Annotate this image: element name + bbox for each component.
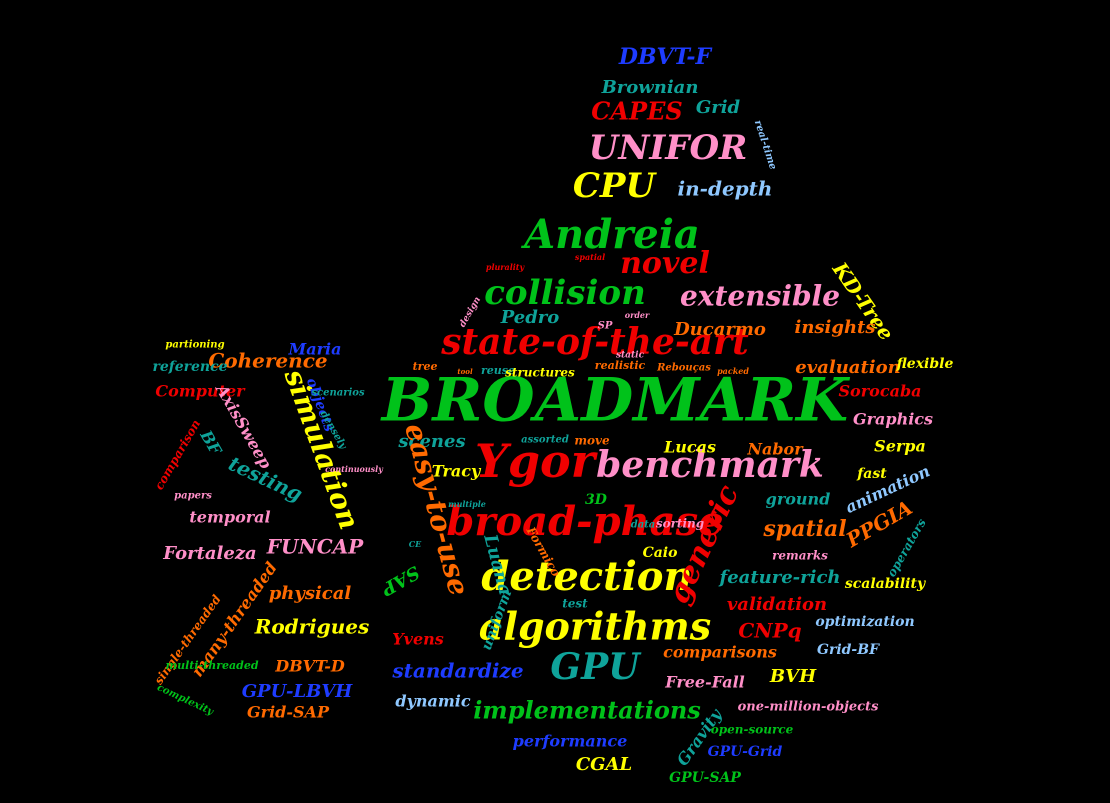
- cloud-word: scenes: [397, 431, 465, 452]
- cloud-word: spatial: [575, 252, 605, 262]
- cloud-word: Pedro: [500, 307, 560, 328]
- cloud-word: multiple: [448, 499, 486, 509]
- cloud-word: state-of-the-art: [440, 321, 749, 363]
- cloud-word: sorting: [656, 517, 704, 531]
- cloud-word: Tracy: [432, 462, 482, 481]
- cloud-word: data: [631, 520, 656, 531]
- cloud-word: DBVT-D: [274, 657, 345, 676]
- cloud-word: move: [574, 434, 610, 448]
- cloud-word: structures: [505, 366, 575, 380]
- cloud-word: scalability: [845, 576, 926, 592]
- cloud-word: Maria: [288, 340, 342, 359]
- cloud-word: broad-phase: [446, 498, 723, 545]
- cloud-word: packed: [717, 366, 749, 376]
- cloud-word: SP: [598, 321, 613, 332]
- cloud-word: Grid: [696, 97, 741, 118]
- cloud-word: tree: [413, 360, 438, 373]
- cloud-word: GPU-LBVH: [242, 681, 354, 702]
- cloud-word: spatial: [762, 516, 846, 542]
- cloud-word: Serpa: [874, 437, 926, 456]
- cloud-word: multi-threaded: [165, 659, 258, 672]
- cloud-word: Ygor: [475, 434, 599, 488]
- cloud-word: CNPq: [738, 619, 801, 643]
- cloud-word: insights: [794, 317, 875, 338]
- cloud-word: comparisons: [663, 643, 777, 662]
- cloud-word: BVH: [769, 666, 817, 687]
- cloud-word: CAPES: [591, 97, 682, 126]
- cloud-word: dynamic: [395, 692, 470, 711]
- cloud-word: Grid-SAP: [247, 703, 330, 722]
- cloud-word: Yvens: [392, 630, 444, 649]
- cloud-word: Fortaleza: [162, 543, 256, 564]
- cloud-word: test: [562, 597, 588, 611]
- cloud-word: CGAL: [576, 754, 632, 775]
- cloud-word: GPU-SAP: [669, 770, 741, 786]
- cloud-word: Ducarmo: [673, 319, 766, 340]
- cloud-word: novel: [620, 246, 710, 281]
- cloud-word: remarks: [772, 549, 828, 563]
- cloud-word: Nabor: [746, 440, 804, 459]
- cloud-word: DBVT-F: [618, 44, 713, 70]
- cloud-word: performance: [513, 732, 628, 751]
- cloud-word: assorted: [521, 435, 569, 446]
- cloud-word: standardize: [391, 659, 523, 683]
- cloud-word: detection: [481, 553, 692, 600]
- cloud-word: reference: [152, 359, 227, 375]
- cloud-word: physical: [269, 583, 352, 604]
- cloud-word: one-million-objects: [738, 700, 879, 715]
- cloud-word: optimization: [815, 614, 914, 630]
- cloud-word: order: [625, 310, 650, 320]
- cloud-word: Caio: [643, 545, 678, 561]
- cloud-word: GPU: [550, 646, 642, 688]
- cloud-word: papers: [174, 491, 212, 502]
- cloud-word: in-depth: [678, 177, 773, 201]
- cloud-word: collision: [484, 273, 646, 313]
- cloud-word: Brownian: [601, 77, 699, 98]
- cloud-word: Computer: [155, 382, 246, 401]
- cloud-word: Graphics: [853, 410, 933, 429]
- cloud-word: extensible: [680, 280, 840, 313]
- cloud-word: 3D: [585, 492, 608, 508]
- cloud-word: reuse: [481, 364, 515, 377]
- cloud-word: ground: [766, 490, 831, 509]
- cloud-word: CE: [409, 539, 422, 549]
- cloud-word: FUNCAP: [266, 535, 364, 559]
- cloud-word: comparison: [152, 417, 203, 492]
- cloud-word: tool: [457, 367, 473, 376]
- cloud-word: algorithms: [479, 604, 711, 649]
- cloud-word: CPU: [573, 166, 658, 206]
- cloud-word: Sorocaba: [839, 382, 922, 401]
- cloud-word: realistic: [595, 359, 646, 372]
- cloud-word: implementations: [473, 696, 701, 725]
- cloud-word: BROADMARK: [380, 366, 851, 436]
- cloud-word: Andreia: [520, 211, 700, 258]
- cloud-word: Free-Fall: [664, 673, 745, 692]
- cloud-word: temporal: [189, 508, 270, 527]
- cloud-word: complexity: [155, 682, 216, 718]
- cloud-word: validation: [727, 594, 827, 615]
- cloud-word: evaluation: [795, 357, 900, 378]
- cloud-word: scenarios: [311, 388, 365, 399]
- cloud-word: UNIFOR: [589, 128, 748, 168]
- cloud-word: Rodrigues: [254, 615, 370, 639]
- cloud-word: Coherence: [208, 349, 327, 373]
- cloud-word: feature-rich: [717, 567, 840, 588]
- cloud-word: fast: [856, 466, 887, 482]
- cloud-word: static: [616, 351, 645, 361]
- cloud-word: Grid-BF: [817, 642, 880, 658]
- cloud-word: open-source: [711, 723, 794, 737]
- cloud-word: real-time: [752, 119, 778, 171]
- cloud-word: continuously: [325, 464, 384, 474]
- cloud-word: SAP: [377, 561, 423, 600]
- cloud-word: plurality: [486, 262, 526, 272]
- cloud-word: GPU-Grid: [708, 744, 783, 760]
- cloud-word: partioning: [165, 340, 224, 351]
- cloud-word: BF: [196, 426, 226, 459]
- cloud-word: benchmark: [596, 444, 824, 486]
- cloud-word: flexible: [896, 356, 954, 372]
- cloud-word: Lucas: [663, 438, 716, 457]
- cloud-word: Rebouças: [656, 363, 711, 374]
